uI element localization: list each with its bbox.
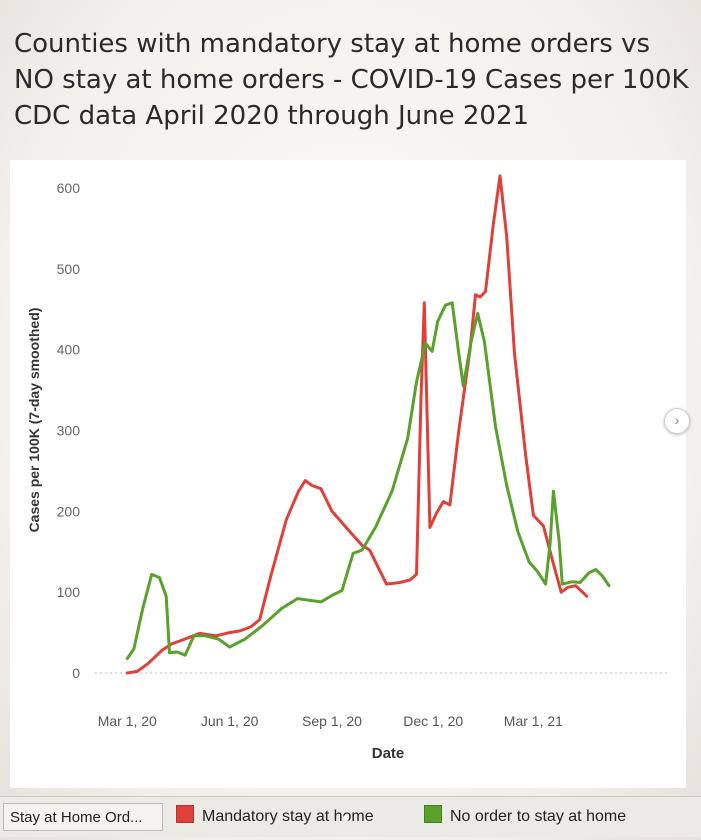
legend-bar: Stay at Home Ord... Mandatory stay at ho… (0, 796, 701, 837)
y-tick-label: 500 (57, 261, 81, 277)
chevron-right-icon[interactable]: › (664, 408, 690, 434)
legend-swatch-red (176, 805, 194, 823)
y-axis-label: Cases per 100K (7-day smoothed) (26, 308, 42, 533)
x-tick-label: Sep 1, 20 (302, 713, 362, 729)
page-indicator-dot (343, 815, 349, 821)
legend-swatch-green (424, 805, 442, 823)
y-tick-label: 200 (57, 503, 81, 519)
x-tick-label: Mar 1, 21 (504, 713, 563, 729)
series-line-no-order (127, 303, 609, 659)
y-tick-label: 600 (57, 180, 81, 196)
x-tick-label: Jun 1, 20 (201, 713, 259, 729)
x-tick-label: Mar 1, 20 (98, 713, 157, 729)
series-line-mandatory (127, 176, 587, 673)
legend-item-no-order[interactable]: No order to stay at home (424, 803, 626, 831)
y-tick-label: 0 (72, 665, 80, 681)
x-axis-label: Date (372, 745, 405, 762)
x-tick-label: Dec 1, 20 (403, 713, 463, 729)
y-tick-label: 400 (57, 342, 81, 358)
legend-title[interactable]: Stay at Home Ord... (3, 803, 163, 831)
legend-label-no-order: No order to stay at home (450, 808, 626, 825)
y-tick-label: 100 (57, 584, 81, 600)
y-tick-label: 300 (57, 423, 81, 439)
